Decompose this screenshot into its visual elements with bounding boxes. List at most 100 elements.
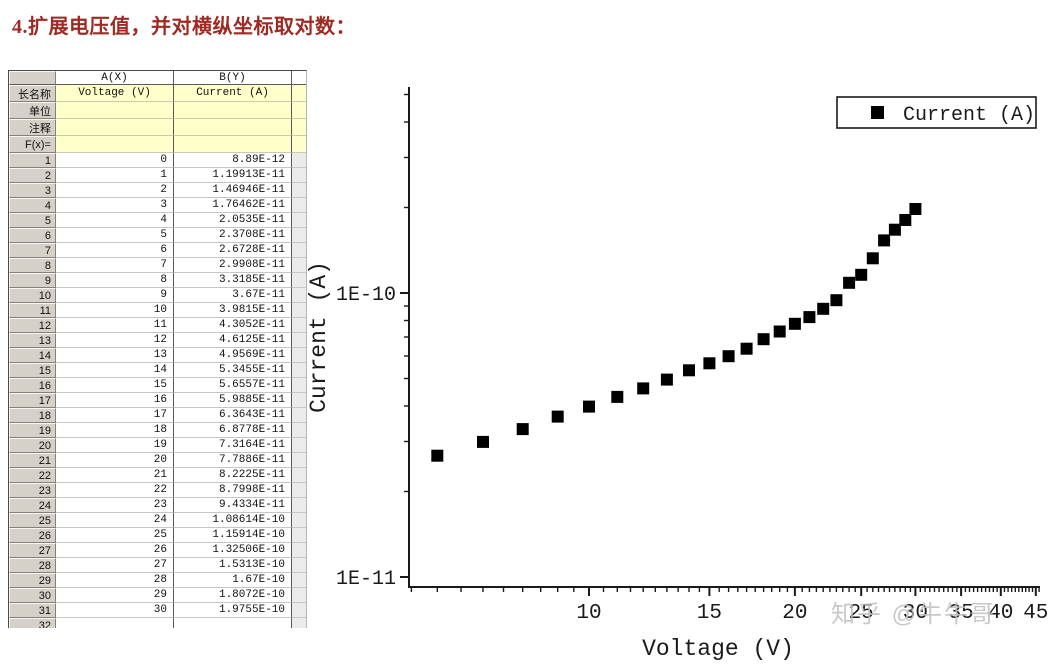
voltage-cell[interactable]: 23 xyxy=(56,498,174,513)
voltage-cell[interactable]: 22 xyxy=(56,483,174,498)
row-number[interactable]: 16 xyxy=(9,378,56,393)
row-number[interactable]: 4 xyxy=(9,198,56,213)
voltage-cell[interactable]: 3 xyxy=(56,198,174,213)
current-cell[interactable]: 5.9885E-11 xyxy=(174,393,292,408)
current-cell[interactable]: 1.67E-10 xyxy=(174,573,292,588)
long-name-current-cell[interactable]: Current (A) xyxy=(174,85,292,102)
corner-cell[interactable] xyxy=(9,71,56,85)
units-cell[interactable] xyxy=(56,102,174,119)
voltage-cell[interactable]: 25 xyxy=(56,528,174,543)
current-cell[interactable]: 1.8072E-10 xyxy=(174,588,292,603)
current-cell[interactable]: 4.9569E-11 xyxy=(174,348,292,363)
row-number[interactable]: 31 xyxy=(9,603,56,618)
row-number[interactable]: 29 xyxy=(9,573,56,588)
legend-box[interactable] xyxy=(836,96,1037,129)
voltage-cell[interactable]: 7 xyxy=(56,258,174,273)
current-cell[interactable]: 2.3708E-11 xyxy=(174,228,292,243)
row-number[interactable]: 9 xyxy=(9,273,56,288)
row-label-units[interactable]: 单位 xyxy=(9,102,56,119)
row-number[interactable]: 26 xyxy=(9,528,56,543)
current-cell[interactable]: 6.8778E-11 xyxy=(174,423,292,438)
current-cell[interactable]: 4.6125E-11 xyxy=(174,333,292,348)
current-cell[interactable]: 8.2225E-11 xyxy=(174,468,292,483)
voltage-cell[interactable]: 10 xyxy=(56,303,174,318)
row-number[interactable]: 24 xyxy=(9,498,56,513)
current-cell[interactable]: 1.76462E-11 xyxy=(174,198,292,213)
voltage-cell[interactable]: 21 xyxy=(56,468,174,483)
row-number[interactable]: 30 xyxy=(9,588,56,603)
fx-cell[interactable] xyxy=(56,136,174,153)
current-cell[interactable]: 2.6728E-11 xyxy=(174,243,292,258)
current-cell[interactable]: 4.3052E-11 xyxy=(174,318,292,333)
row-number[interactable]: 10 xyxy=(9,288,56,303)
voltage-cell[interactable]: 4 xyxy=(56,213,174,228)
voltage-cell[interactable]: 12 xyxy=(56,333,174,348)
row-number[interactable]: 11 xyxy=(9,303,56,318)
units-cell[interactable] xyxy=(174,102,292,119)
voltage-cell[interactable] xyxy=(56,618,174,628)
row-number[interactable]: 22 xyxy=(9,468,56,483)
voltage-cell[interactable]: 0 xyxy=(56,153,174,168)
current-cell[interactable]: 1.46946E-11 xyxy=(174,183,292,198)
voltage-cell[interactable]: 27 xyxy=(56,558,174,573)
comments-cell[interactable] xyxy=(56,119,174,136)
current-cell[interactable]: 1.9755E-10 xyxy=(174,603,292,618)
voltage-cell[interactable]: 11 xyxy=(56,318,174,333)
voltage-cell[interactable]: 2 xyxy=(56,183,174,198)
current-cell[interactable]: 1.32506E-10 xyxy=(174,543,292,558)
voltage-cell[interactable]: 30 xyxy=(56,603,174,618)
row-number[interactable]: 13 xyxy=(9,333,56,348)
row-number[interactable]: 2 xyxy=(9,168,56,183)
column-header-a[interactable]: A(X) xyxy=(56,71,174,85)
current-cell[interactable]: 3.67E-11 xyxy=(174,288,292,303)
voltage-cell[interactable]: 28 xyxy=(56,573,174,588)
row-number[interactable]: 32 xyxy=(9,618,56,628)
voltage-cell[interactable]: 5 xyxy=(56,228,174,243)
row-number[interactable]: 27 xyxy=(9,543,56,558)
current-cell[interactable]: 9.4334E-11 xyxy=(174,498,292,513)
current-cell[interactable]: 6.3643E-11 xyxy=(174,408,292,423)
voltage-cell[interactable]: 18 xyxy=(56,423,174,438)
voltage-cell[interactable]: 26 xyxy=(56,543,174,558)
voltage-cell[interactable]: 6 xyxy=(56,243,174,258)
row-number[interactable]: 15 xyxy=(9,363,56,378)
row-number[interactable]: 3 xyxy=(9,183,56,198)
voltage-cell[interactable]: 15 xyxy=(56,378,174,393)
row-label-comments[interactable]: 注释 xyxy=(9,119,56,136)
row-number[interactable]: 6 xyxy=(9,228,56,243)
fx-cell[interactable] xyxy=(174,136,292,153)
current-cell[interactable]: 5.3455E-11 xyxy=(174,363,292,378)
row-number[interactable]: 7 xyxy=(9,243,56,258)
current-cell[interactable]: 3.9815E-11 xyxy=(174,303,292,318)
current-cell[interactable]: 8.89E-12 xyxy=(174,153,292,168)
voltage-cell[interactable]: 9 xyxy=(56,288,174,303)
row-number[interactable]: 17 xyxy=(9,393,56,408)
current-cell[interactable]: 2.0535E-11 xyxy=(174,213,292,228)
current-cell[interactable]: 1.08614E-10 xyxy=(174,513,292,528)
row-number[interactable]: 21 xyxy=(9,453,56,468)
voltage-cell[interactable]: 13 xyxy=(56,348,174,363)
current-cell[interactable]: 7.3164E-11 xyxy=(174,438,292,453)
voltage-cell[interactable]: 20 xyxy=(56,453,174,468)
column-header-b[interactable]: B(Y) xyxy=(174,71,292,85)
row-number[interactable]: 14 xyxy=(9,348,56,363)
current-cell[interactable]: 5.6557E-11 xyxy=(174,378,292,393)
row-number[interactable]: 19 xyxy=(9,423,56,438)
current-cell[interactable] xyxy=(174,618,292,628)
voltage-cell[interactable]: 16 xyxy=(56,393,174,408)
row-label-long-name[interactable]: 长名称 xyxy=(9,85,56,102)
voltage-cell[interactable]: 8 xyxy=(56,273,174,288)
row-number[interactable]: 18 xyxy=(9,408,56,423)
current-cell[interactable]: 7.7886E-11 xyxy=(174,453,292,468)
current-cell[interactable]: 1.15914E-10 xyxy=(174,528,292,543)
legend[interactable]: Current (A) xyxy=(836,96,1037,129)
row-number[interactable]: 25 xyxy=(9,513,56,528)
row-label-fx[interactable]: F(x)= xyxy=(9,136,56,153)
current-cell[interactable]: 1.19913E-11 xyxy=(174,168,292,183)
row-number[interactable]: 20 xyxy=(9,438,56,453)
voltage-cell[interactable]: 29 xyxy=(56,588,174,603)
row-number[interactable]: 23 xyxy=(9,483,56,498)
row-number[interactable]: 28 xyxy=(9,558,56,573)
current-cell[interactable]: 2.9908E-11 xyxy=(174,258,292,273)
current-cell[interactable]: 3.3185E-11 xyxy=(174,273,292,288)
